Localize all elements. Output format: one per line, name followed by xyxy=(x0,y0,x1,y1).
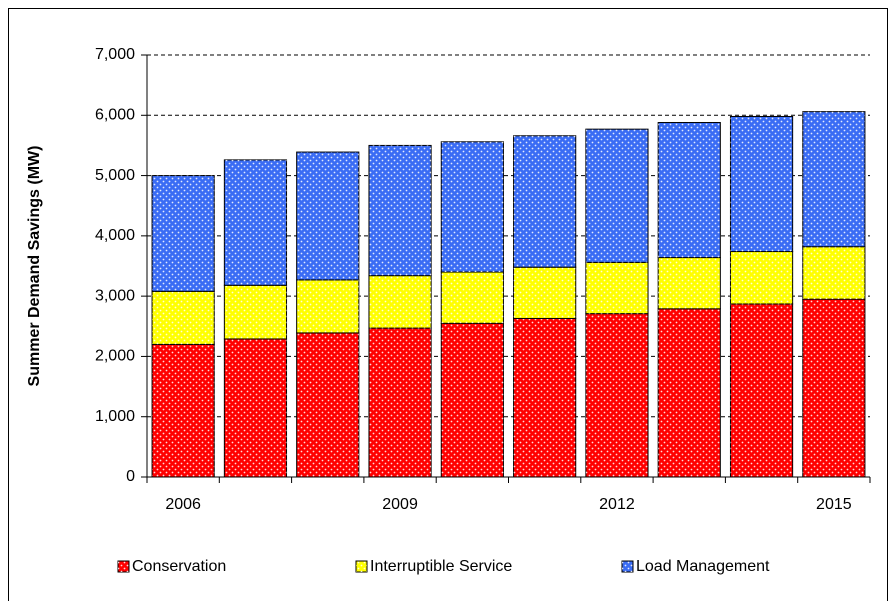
bar-texture xyxy=(802,246,865,300)
bar-texture xyxy=(224,338,287,477)
y-tick-label: 5,000 xyxy=(95,167,135,184)
legend-label: Interruptible Service xyxy=(370,558,512,575)
bar-texture xyxy=(658,122,721,258)
bar-texture xyxy=(585,262,649,314)
y-tick-label: 4,000 xyxy=(95,227,135,244)
bar-texture xyxy=(658,257,721,309)
bar-texture xyxy=(224,285,287,339)
legend-texture xyxy=(356,561,367,572)
y-tick-label: 1,000 xyxy=(95,408,135,425)
bar-texture xyxy=(368,275,432,329)
bar-texture xyxy=(585,313,649,477)
y-tick-label: 7,000 xyxy=(95,46,135,63)
legend-texture xyxy=(622,561,633,572)
bar-texture xyxy=(730,116,793,252)
legend-label: Conservation xyxy=(132,558,226,575)
bar-texture xyxy=(513,135,576,268)
y-tick-label: 6,000 xyxy=(95,107,135,124)
bar-texture xyxy=(296,332,359,477)
bar-texture xyxy=(224,159,287,286)
bar-texture xyxy=(802,111,865,247)
bar-texture xyxy=(513,267,576,319)
bar-texture xyxy=(730,251,793,304)
bar-texture xyxy=(441,323,504,477)
x-tick-label: 2006 xyxy=(165,496,201,513)
x-tick-label: 2009 xyxy=(382,496,418,513)
legend-label: Load Management xyxy=(636,558,770,575)
bar-texture xyxy=(802,299,865,477)
bar-texture xyxy=(730,303,793,477)
y-tick-label: 3,000 xyxy=(95,287,135,304)
y-tick-label: 2,000 xyxy=(95,348,135,365)
bar-texture xyxy=(152,291,215,345)
x-tick-label: 2015 xyxy=(816,496,852,513)
bar-texture xyxy=(585,129,649,263)
bar-texture xyxy=(441,272,504,324)
y-tick-label: 0 xyxy=(126,468,135,485)
bar-texture xyxy=(368,328,432,477)
bar-texture xyxy=(658,308,721,477)
bar-texture xyxy=(152,175,215,292)
bar-texture xyxy=(513,318,576,477)
legend-texture xyxy=(118,561,129,572)
bar-texture xyxy=(296,279,359,333)
x-tick-label: 2012 xyxy=(599,496,635,513)
bar-texture xyxy=(441,141,504,273)
bar-texture xyxy=(368,145,432,276)
bar-texture xyxy=(152,344,215,477)
bar-texture xyxy=(296,152,359,280)
y-axis-label: Summer Demand Savings (MW) xyxy=(26,146,43,387)
